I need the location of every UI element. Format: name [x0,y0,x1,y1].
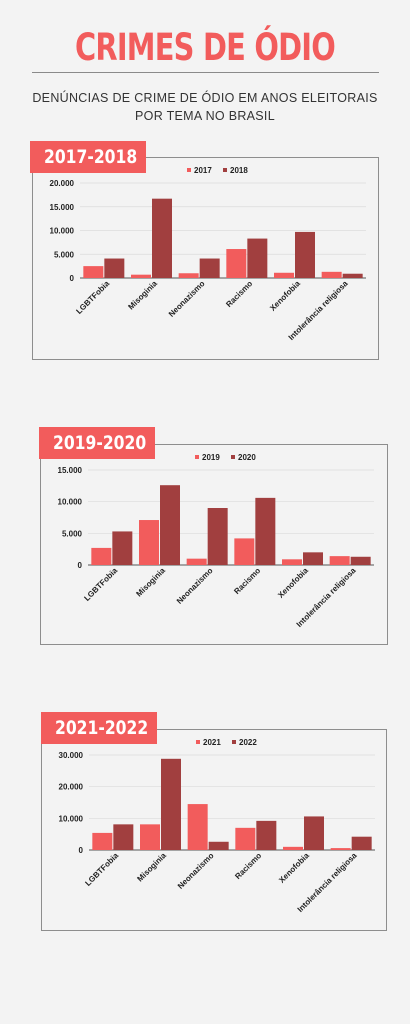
bar-2017-xenofobia [274,272,294,278]
bar-2018-neonazismo [199,258,220,278]
period-tag-label: 2017-2018 [44,146,138,168]
bar-2021-misoginia [140,824,160,850]
category-label: Xenofobia [268,279,302,313]
category-label: Xenofobia [277,851,311,885]
category-label: Misoginia [126,279,159,312]
bar-2022-neonazismo [208,841,229,850]
category-label: Xenofobia [276,566,310,600]
y-tick-label: 15.000 [50,203,75,212]
chart-frame-2017-2018 [32,157,379,360]
bar-2021-intolerância-religiosa [330,848,351,850]
y-tick-label: 10.000 [59,814,84,823]
bar-2019-intolerância-religiosa [329,556,350,565]
legend-label: 2017 [194,166,212,175]
y-tick-label: 0 [79,846,84,855]
period-tag-2017-2018: 2017-2018 [30,141,146,173]
bar-2022-misoginia [161,758,181,850]
bar-2019-racismo [234,538,255,565]
period-tag-label: 2019-2020 [53,432,147,454]
category-label: Racismo [224,279,254,309]
bar-2020-xenofobia [303,552,323,565]
subtitle-line-2: POR TEMA NO BRASIL [135,109,275,123]
bar-2022-intolerância-religiosa [351,836,372,850]
bar-2017-neonazismo [178,273,199,278]
bar-2022-lgbtfobia [113,824,134,850]
category-label: LGBTFobia [74,279,111,316]
bar-2020-lgbtfobia [112,531,133,565]
page-subtitle: DENÚNCIAS DE CRIME DE ÓDIO EM ANOS ELEIT… [20,89,390,125]
bar-2018-racismo [247,238,268,278]
bar-2017-intolerância-religiosa [321,271,342,278]
category-label: Misoginia [134,566,167,599]
bar-2018-lgbtfobia [104,258,125,278]
legend-label: 2019 [202,453,220,462]
legend-label: 2021 [203,738,221,747]
bar-2018-xenofobia [295,231,315,278]
category-label: Racismo [233,851,263,881]
category-label: Neonazismo [167,279,207,319]
category-label: LGBTFobia [82,566,119,603]
category-label: Racismo [232,566,262,596]
bar-2017-lgbtfobia [83,266,104,278]
y-tick-label: 5.000 [54,250,75,259]
chart-frame-2021-2022 [41,729,387,931]
bar-chart-2019-2020: 0 5.000 10.000 15.000 2019 2020 LGBTFobia Misog… [58,453,374,629]
legend-label: 2022 [239,738,257,747]
legend-swatch [231,455,235,459]
legend-label: 2020 [238,453,256,462]
legend-swatch [223,168,227,172]
bar-2018-misoginia [152,198,172,278]
subtitle-line-1: DENÚNCIAS DE CRIME DE ÓDIO EM ANOS ELEIT… [32,91,378,105]
bar-2021-racismo [235,827,256,850]
bar-2018-intolerância-religiosa [342,273,363,278]
category-label: LGBTFobia [83,851,120,888]
category-label: Neonazismo [176,851,216,891]
y-tick-label: 20.000 [50,179,75,188]
period-tag-label: 2021-2022 [55,717,149,739]
y-tick-label: 0 [70,274,75,283]
y-tick-label: 20.000 [59,783,84,792]
bar-2019-lgbtfobia [91,547,112,565]
legend-swatch [195,455,199,459]
y-tick-label: 5.000 [62,529,83,538]
bar-2019-misoginia [139,520,159,565]
y-tick-label: 15.000 [58,466,83,475]
bar-chart-2021-2022: 0 10.000 20.000 30.000 2021 2022 LGBTFobia Miso… [59,738,375,914]
y-tick-label: 10.000 [58,498,83,507]
bar-2021-xenofobia [283,846,303,850]
bar-2020-neonazismo [207,508,228,565]
bar-2022-racismo [256,820,277,850]
bar-2021-lgbtfobia [92,832,113,850]
bar-2020-racismo [255,497,276,565]
legend-swatch [196,740,200,744]
period-tag-2021-2022: 2021-2022 [41,712,157,744]
legend-swatch [187,168,191,172]
period-tag-2019-2020: 2019-2020 [39,427,155,459]
category-label: Misoginia [135,851,168,884]
y-tick-label: 0 [78,561,83,570]
bar-2017-misoginia [131,274,151,278]
bar-2022-xenofobia [304,816,324,850]
page-title: CRIMES DE ÓDIO [75,26,336,69]
legend-label: 2018 [230,166,248,175]
bar-2019-xenofobia [282,559,302,565]
bar-2020-intolerância-religiosa [350,556,371,565]
bar-2020-misoginia [160,485,180,565]
bar-2021-neonazismo [187,804,208,850]
category-label: Neonazismo [175,566,215,606]
bar-chart-2017-2018: 0 5.000 10.000 15.000 20.000 2017 2018 LGBTFobi… [50,166,366,342]
legend-swatch [232,740,236,744]
bar-2017-racismo [226,249,247,278]
title-divider [32,72,379,73]
y-tick-label: 10.000 [50,227,75,236]
y-tick-label: 30.000 [59,751,84,760]
bar-2019-neonazismo [186,558,207,565]
